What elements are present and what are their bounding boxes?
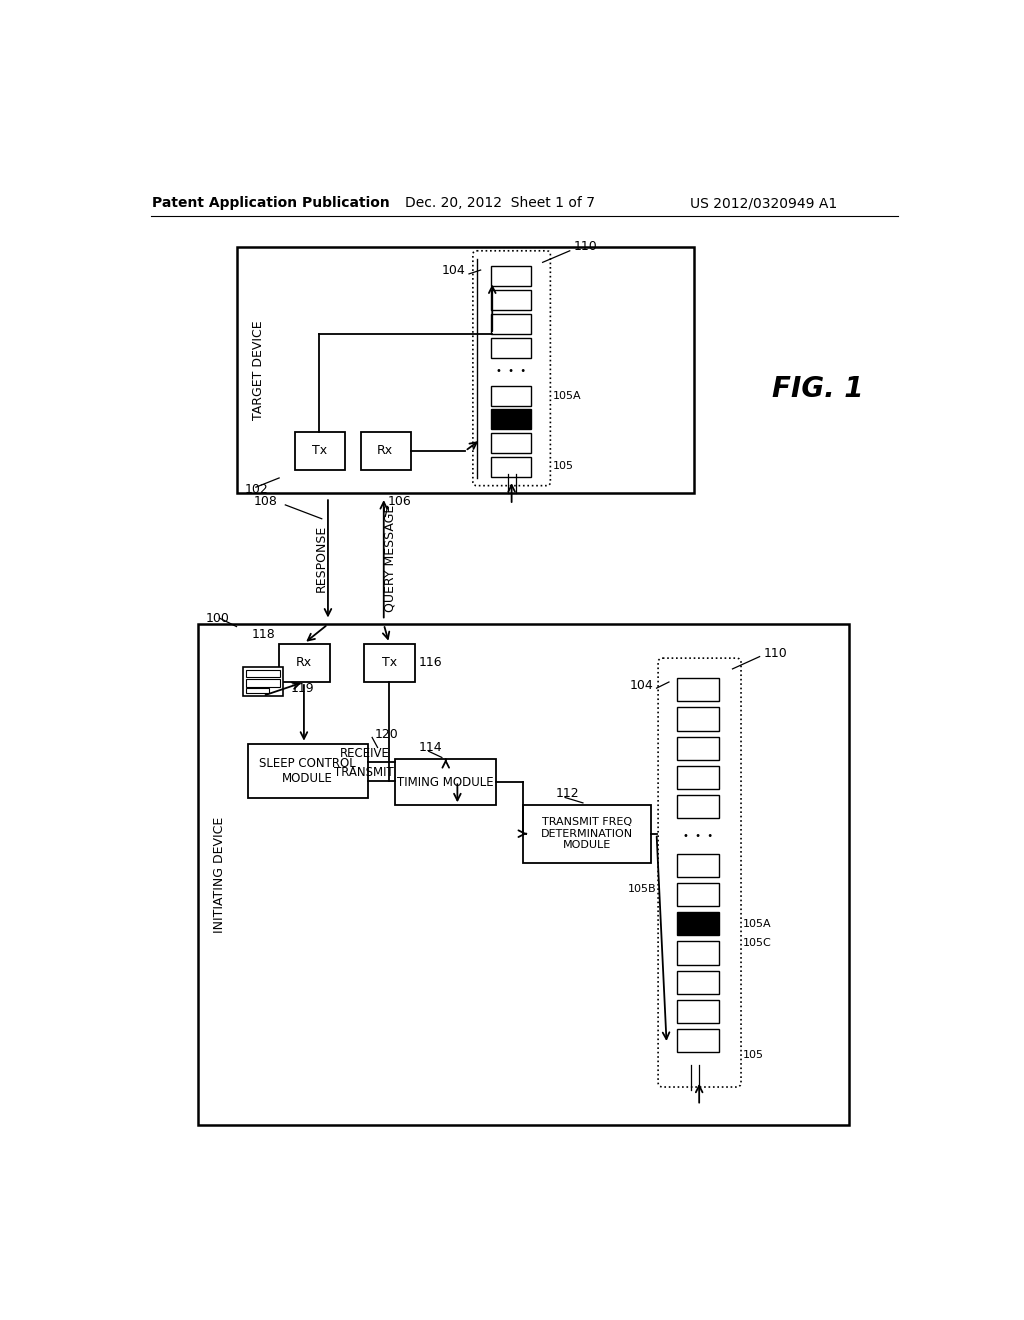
- Text: 119: 119: [291, 681, 314, 694]
- Bar: [490, 267, 531, 286]
- Text: 105A: 105A: [553, 391, 582, 400]
- Bar: [677, 854, 719, 876]
- Text: 116: 116: [419, 656, 442, 669]
- Bar: [198, 624, 849, 1125]
- Text: •  •  •: • • •: [496, 366, 526, 376]
- Text: RESPONSE: RESPONSE: [315, 525, 329, 593]
- Text: RECEIVE: RECEIVE: [339, 747, 389, 760]
- Bar: [490, 457, 531, 478]
- Bar: [677, 678, 719, 701]
- Bar: [490, 314, 531, 334]
- Text: TIMING MODULE: TIMING MODULE: [397, 776, 494, 788]
- Text: 110: 110: [764, 647, 787, 660]
- Text: 118: 118: [252, 628, 275, 640]
- Text: Patent Application Publication: Patent Application Publication: [153, 197, 390, 210]
- Text: Rx: Rx: [296, 656, 312, 669]
- Bar: [295, 432, 345, 470]
- Bar: [365, 644, 415, 682]
- Bar: [280, 644, 330, 682]
- Bar: [677, 1001, 719, 1023]
- Text: 105B: 105B: [628, 884, 656, 894]
- Bar: [246, 669, 280, 677]
- Bar: [490, 433, 531, 453]
- Bar: [677, 970, 719, 994]
- Text: Dec. 20, 2012  Sheet 1 of 7: Dec. 20, 2012 Sheet 1 of 7: [406, 197, 595, 210]
- Text: 105C: 105C: [742, 939, 771, 948]
- Text: QUERY MESSAGE: QUERY MESSAGE: [383, 506, 396, 612]
- Text: SLEEP CONTROL
MODULE: SLEEP CONTROL MODULE: [259, 756, 356, 784]
- Text: 108: 108: [254, 495, 278, 508]
- Text: 104: 104: [441, 264, 465, 277]
- Bar: [243, 667, 283, 696]
- Bar: [677, 883, 719, 906]
- Text: TARGET DEVICE: TARGET DEVICE: [252, 321, 264, 420]
- Bar: [490, 338, 531, 358]
- Bar: [246, 688, 269, 693]
- Bar: [248, 743, 369, 797]
- Bar: [490, 290, 531, 310]
- Text: Tx: Tx: [382, 656, 396, 669]
- Bar: [490, 385, 531, 405]
- Text: 104: 104: [630, 680, 653, 693]
- Text: 102: 102: [245, 483, 268, 496]
- Text: 120: 120: [375, 727, 398, 741]
- Text: US 2012/0320949 A1: US 2012/0320949 A1: [690, 197, 838, 210]
- Text: 105A: 105A: [742, 919, 771, 929]
- Bar: [677, 1030, 719, 1052]
- Bar: [237, 247, 693, 494]
- Bar: [677, 737, 719, 760]
- Text: 105: 105: [742, 1051, 764, 1060]
- Text: 112: 112: [556, 787, 580, 800]
- Text: •  •  •: • • •: [683, 832, 713, 841]
- Text: 105: 105: [553, 462, 573, 471]
- Text: 100: 100: [206, 611, 229, 624]
- Text: 106: 106: [388, 495, 412, 508]
- Bar: [490, 409, 531, 429]
- Bar: [360, 432, 411, 470]
- Text: INITIATING DEVICE: INITIATING DEVICE: [213, 816, 226, 933]
- Text: Tx: Tx: [312, 445, 327, 458]
- Text: Rx: Rx: [377, 445, 393, 458]
- Bar: [395, 759, 496, 805]
- Bar: [246, 678, 280, 686]
- Text: TRANSMIT: TRANSMIT: [335, 766, 394, 779]
- Bar: [677, 766, 719, 789]
- Bar: [677, 912, 719, 936]
- Bar: [677, 941, 719, 965]
- Bar: [677, 795, 719, 818]
- Bar: [677, 708, 719, 730]
- Text: TRANSMIT FREQ
DETERMINATION
MODULE: TRANSMIT FREQ DETERMINATION MODULE: [541, 817, 633, 850]
- Bar: [523, 805, 651, 863]
- Text: 110: 110: [573, 240, 597, 253]
- Text: 114: 114: [419, 741, 442, 754]
- Text: FIG. 1: FIG. 1: [772, 375, 863, 404]
